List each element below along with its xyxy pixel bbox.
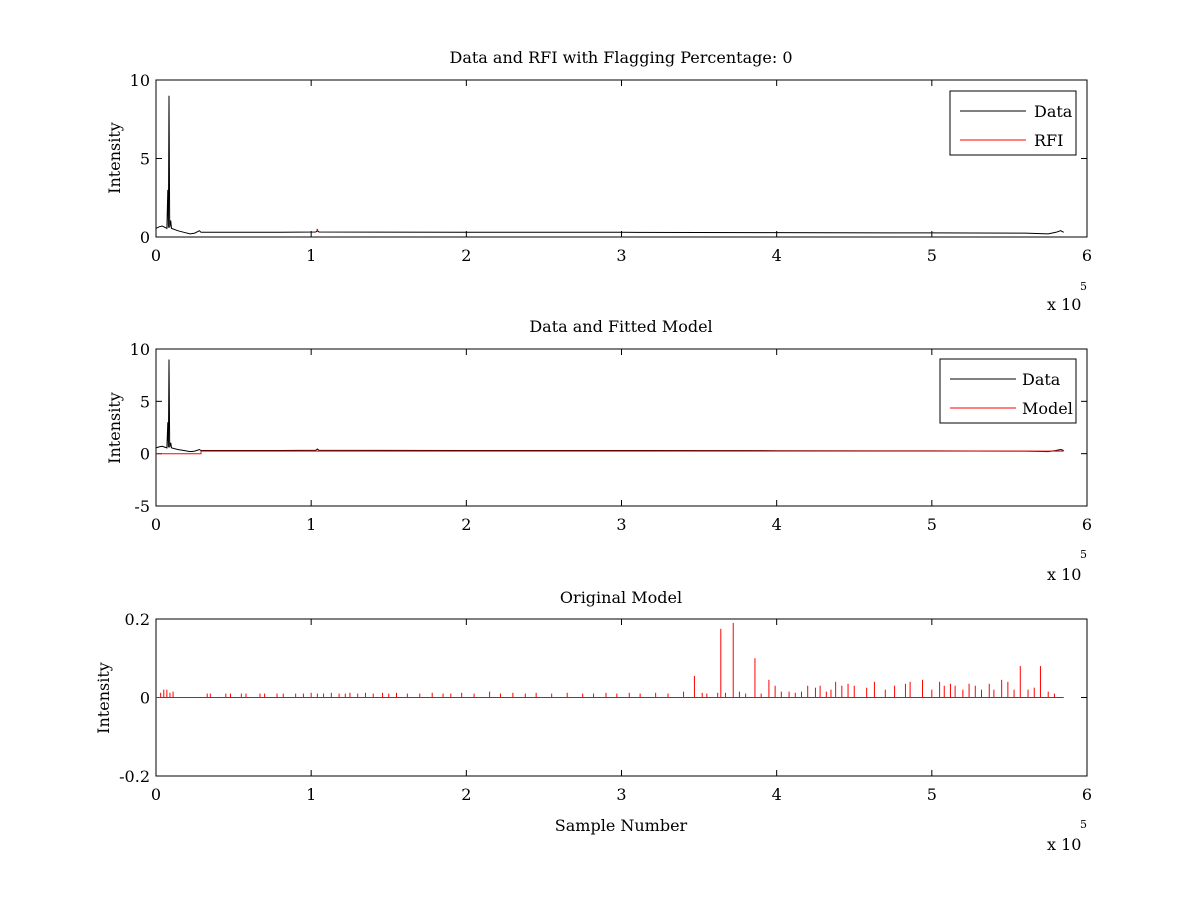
panel-1-legend-label-rfi: RFI [1034, 131, 1063, 150]
panel-2-ytick-label-1: 0 [140, 445, 150, 464]
panel-2-ylabel: Intensity [105, 392, 124, 464]
panel-3-xtick-label-5: 5 [927, 785, 937, 804]
panel-1-x-multiplier-exp: 5 [1080, 280, 1087, 293]
panel-2-x-multiplier-exp: 5 [1080, 548, 1087, 561]
panel-1-ylabel: Intensity [105, 122, 124, 194]
panel-1-xtick-label-2: 2 [461, 246, 471, 265]
panel-2-ytick-label-3: 10 [130, 340, 150, 359]
panel-3-ytick-label-2: 0.2 [125, 610, 150, 629]
panel-2-title: Data and Fitted Model [529, 317, 712, 336]
panel-2-xtick-label-2: 2 [461, 515, 471, 534]
panel-3-ytick-label-0: -0.2 [119, 767, 150, 786]
panel-2: Data and Fitted Model Intensity 0 1 2 3 4 5 6 -… [105, 317, 1092, 584]
panel-1-xtick-label-0: 0 [151, 246, 161, 265]
panel-2-legend-box [939, 358, 1077, 424]
panel-2-legend: Data Model [939, 358, 1077, 424]
panel-3-xtick-label-4: 4 [772, 785, 782, 804]
panel-3-xtick-label-1: 1 [306, 785, 316, 804]
panel-2-xtick-label-4: 4 [772, 515, 782, 534]
panel-1-series-data [155, 95, 1064, 235]
panel-2-xtick-label-3: 3 [616, 515, 626, 534]
panel-3-title: Original Model [560, 588, 682, 607]
panel-2-xtick-label-6: 6 [1082, 515, 1092, 534]
panel-2-ytick-label-2: 5 [140, 392, 150, 411]
panel-1-ytick-label-0: 0 [140, 228, 150, 247]
panel-1-legend-box [949, 90, 1077, 156]
panel-1-title: Data and RFI with Flagging Percentage: 0 [449, 48, 792, 67]
panel-3-ylabel: Intensity [94, 662, 113, 734]
panel-1-x-multiplier: x 10 [1047, 295, 1081, 314]
panel-2-series-model [156, 450, 1064, 455]
panel-2-ytick-label-0: -5 [134, 497, 150, 516]
panel-2-x-multiplier-base: x 10 [1047, 565, 1081, 584]
panel-3-xtick-label-6: 6 [1082, 785, 1092, 804]
panel-1-xtick-label-6: 6 [1082, 246, 1092, 265]
panel-2-x-multiplier: x 10 [1047, 565, 1081, 584]
panel-3-xtick-label-2: 2 [461, 785, 471, 804]
panel-2-xtick-label-1: 1 [306, 515, 316, 534]
panel-2-legend-label-model: Model [1022, 399, 1073, 418]
panel-1-ytick-label-1: 5 [140, 150, 150, 169]
panel-1-legend-label-data: Data [1034, 102, 1073, 121]
panel-1-legend: Data RFI [949, 90, 1077, 156]
panel-1-ytick-label-2: 10 [130, 71, 150, 90]
panel-1-xtick-label-1: 1 [306, 246, 316, 265]
panel-1: Data and RFI with Flagging Percentage: 0… [105, 48, 1092, 314]
panel-2-legend-label-data: Data [1022, 370, 1061, 389]
panel-3-x-multiplier-base: x 10 [1047, 835, 1081, 854]
panel-1-plot-area: 0 1 2 3 4 5 6 0 5 10 [130, 71, 1092, 265]
panel-1-xtick-label-3: 3 [616, 246, 626, 265]
panel-3-x-multiplier-exp: 5 [1080, 818, 1087, 831]
panel-3-ytick-label-1: 0 [140, 689, 150, 708]
panel-3-xlabel: Sample Number [555, 816, 688, 835]
panel-3-x-multiplier: x 10 [1047, 835, 1081, 854]
panel-3: Original Model Intensity 0 1 2 3 4 5 6-0.200.2… [94, 588, 1092, 854]
panel-2-xtick-label-5: 5 [927, 515, 937, 534]
panel-1-x-multiplier-base: x 10 [1047, 295, 1081, 314]
panel-1-xtick-label-4: 4 [772, 246, 782, 265]
panel-3-xtick-label-3: 3 [616, 785, 626, 804]
panel-3-plot-area: 0 1 2 3 4 5 6-0.200.2 [119, 610, 1092, 804]
panel-2-xtick-label-0: 0 [151, 515, 161, 534]
panel-3-xtick-label-0: 0 [151, 785, 161, 804]
panel-1-xtick-label-5: 5 [927, 246, 937, 265]
